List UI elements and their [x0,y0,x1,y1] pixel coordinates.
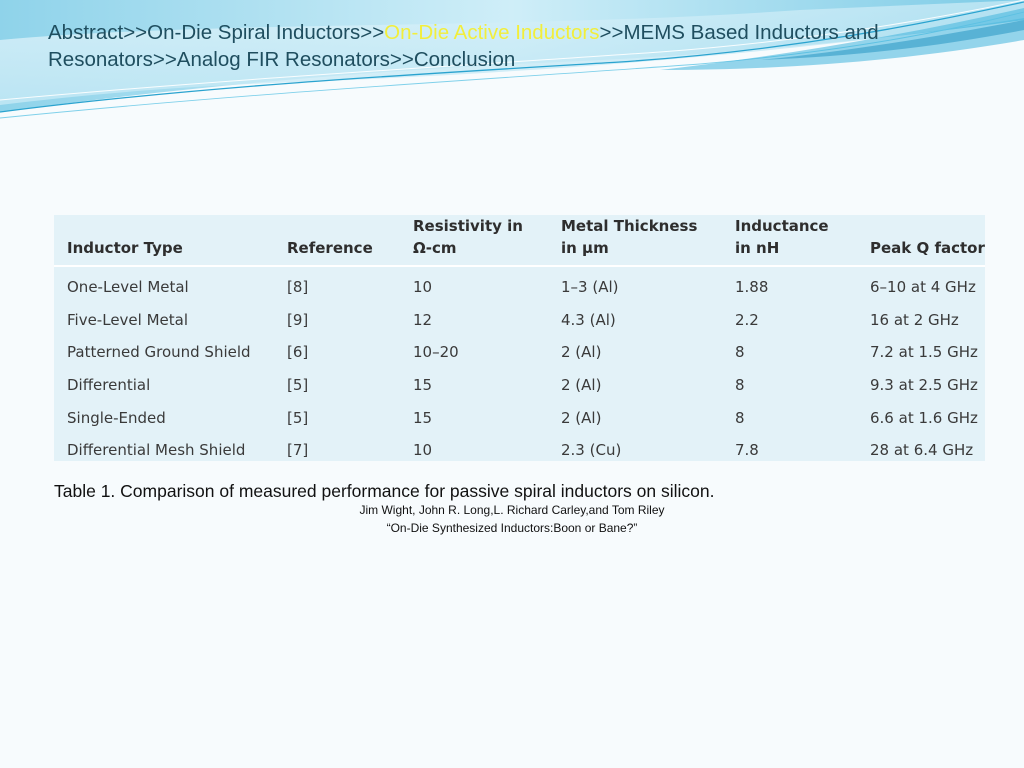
table-row: Five-Level Metal [9] 12 4.3 (Al) 2.2 16 at 2 … [54,304,985,337]
table-row: Single-Ended [5] 15 2 (Al) 8 6.6 at 1.6 GHz [54,401,985,434]
table-cell: 1–3 (Al) [561,278,619,297]
column-header-line2: in µm [561,239,609,257]
column-header: Peak Q factor [857,215,985,267]
table-cell: 8 [735,408,745,427]
breadcrumb-item[interactable]: MEMS Based Inductors and Resonators [48,21,879,71]
breadcrumb: Abstract>>On-Die Spiral Inductors>>On-Di… [48,19,948,73]
column-header-line2: Reference [287,239,373,257]
table-cell: 1.88 [735,278,769,297]
table-row: Patterned Ground Shield [6] 10–20 2 (Al) 8 7.… [54,336,985,369]
column-header: Resistivity in Ω-cm [400,215,548,267]
table-cell: Differential [67,376,151,395]
breadcrumb-separator: >> [123,21,148,44]
breadcrumb-item[interactable]: Analog FIR Resonators [176,48,390,71]
column-header-line1: Inductance [735,217,829,235]
table-body: One-Level Metal [8] 10 1–3 (Al) 1.88 6–10 at … [54,266,985,467]
table-cell: Single-Ended [67,408,166,427]
column-header: Inductor Type [54,215,274,267]
table-cell: 8 [735,343,745,362]
table-cell: [5] [287,376,309,395]
column-header: Inductance in nH [722,215,857,267]
table-cell: Five-Level Metal [67,310,188,329]
column-header-line2: Ω-cm [413,239,457,257]
breadcrumb-item[interactable]: Conclusion [413,48,516,71]
column-header: Reference [274,215,400,267]
table-cell: [7] [287,441,309,460]
paper-title-credit: “On-Die Synthesized Inductors:Boon or Ba… [386,521,638,535]
table-row: Differential Mesh Shield [7] 10 2.3 (Cu) 7.8… [54,434,985,467]
table-cell: 8 [735,376,745,395]
table-cell: 2 (Al) [561,408,602,427]
table-header: Inductor Type Reference Resistivity in Ω-c… [54,215,985,267]
table-cell: 2 (Al) [561,376,602,395]
breadcrumb-item[interactable]: Abstract [48,21,124,44]
table-row: One-Level Metal [8] 10 1–3 (Al) 1.88 6–10 at … [54,266,985,304]
table-cell: 10 [413,278,433,297]
breadcrumb-item[interactable]: On-Die Active Inductors [384,21,600,44]
column-header: Metal Thickness in µm [548,215,722,267]
column-header-line1: Resistivity in [413,217,523,235]
table-row: Differential [5] 15 2 (Al) 8 9.3 at 2.5 GHz [54,369,985,402]
table-caption: Table 1. Comparison of measured performa… [54,481,715,501]
breadcrumb-separator: >> [389,48,414,71]
column-header-line2: Inductor Type [67,239,183,257]
column-header-line1 [287,215,400,237]
table-cell: [9] [287,310,309,329]
table-cell: 4.3 (Al) [561,310,616,329]
column-header-line1: Metal Thickness [561,217,698,235]
table-cell: 6–10 at 4 GHz [870,278,976,297]
table-cell: 28 at 6.4 GHz [870,441,974,460]
breadcrumb-separator: >> [152,48,177,71]
background-wave-decoration [0,0,1024,119]
inductor-comparison-table-panel: Inductor Type Reference Resistivity in Ω-c… [54,215,985,461]
table-cell: 15 [413,376,433,395]
table-cell: 2.3 (Cu) [561,441,622,460]
column-header-line2: in nH [735,239,780,257]
table-cell: 16 at 2 GHz [870,310,959,329]
table-cell: Patterned Ground Shield [67,343,251,362]
table-cell: 10–20 [413,343,459,362]
table-cell: 7.8 [735,441,759,460]
table-cell: [5] [287,408,309,427]
table-cell: 2 (Al) [561,343,602,362]
column-header-line1 [870,215,985,237]
inductor-comparison-table: Inductor Type Reference Resistivity in Ω-c… [54,215,985,467]
breadcrumb-item[interactable]: On-Die Spiral Inductors [147,21,361,44]
breadcrumb-separator: >> [360,21,385,44]
table-cell: One-Level Metal [67,278,189,297]
breadcrumb-separator: >> [599,21,624,44]
column-header-line1 [67,215,274,237]
table-cell: [8] [287,278,309,297]
table-cell: 2.2 [735,310,759,329]
table-cell: Differential Mesh Shield [67,441,246,460]
table-cell: 9.3 at 2.5 GHz [870,376,978,395]
table-cell: 10 [413,441,433,460]
table-cell: [6] [287,343,309,362]
table-cell: 7.2 at 1.5 GHz [870,343,978,362]
table-cell: 12 [413,310,433,329]
column-header-line2: Peak Q factor [870,239,985,257]
table-cell: 6.6 at 1.6 GHz [870,408,978,427]
table-cell: 15 [413,408,433,427]
authors-credit: Jim Wight, John R. Long,L. Richard Carle… [359,503,665,517]
